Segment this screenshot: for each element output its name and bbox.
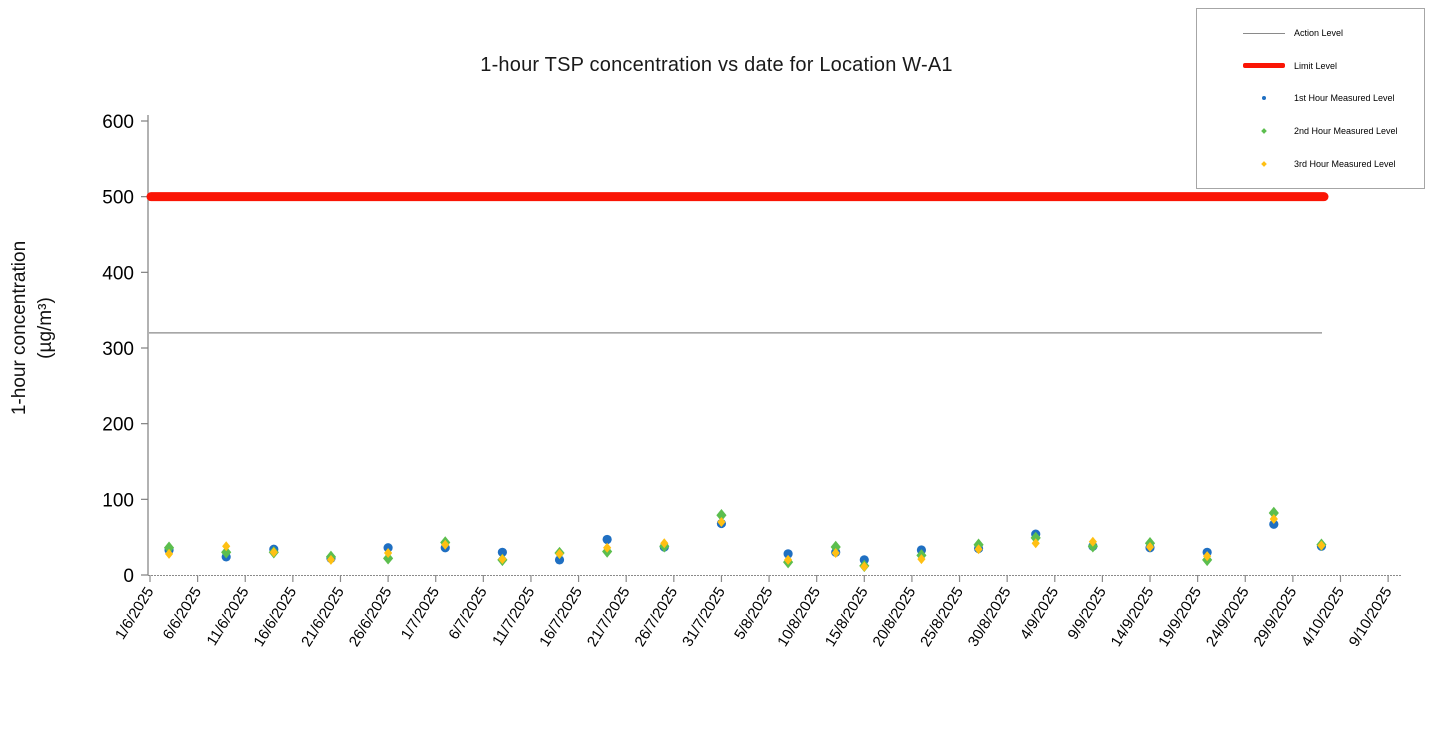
legend-item-label: 1st Hour Measured Level bbox=[1294, 93, 1395, 104]
marker-3rd-hour-measured-level bbox=[660, 538, 669, 549]
marker-1st-hour-measured-level bbox=[1269, 519, 1279, 529]
y-tick-label: 100 bbox=[102, 490, 134, 511]
x-tick-label: 26/6/2025 bbox=[346, 584, 396, 650]
x-tick-label: 10/8/2025 bbox=[774, 584, 824, 650]
y-tick-label: 200 bbox=[102, 415, 134, 436]
action-level-sample-icon bbox=[1243, 32, 1285, 34]
marker-3rd-hour-measured-level bbox=[783, 554, 793, 565]
1st-hour-measured-level-sample-icon bbox=[1243, 96, 1285, 101]
x-tick-label: 11/6/2025 bbox=[203, 584, 252, 649]
x-tick-label: 9/10/2025 bbox=[1346, 584, 1396, 650]
marker-1st-hour-measured-level bbox=[554, 555, 565, 565]
marker-3rd-hour-measured-level bbox=[860, 561, 869, 572]
y-tick-label: 500 bbox=[102, 188, 134, 209]
legend-item-2nd-hour-measured-level: 2nd Hour Measured Level bbox=[1197, 126, 1424, 136]
marker-2nd-hour-measured-level bbox=[163, 541, 175, 554]
x-tick-label: 5/8/2025 bbox=[731, 584, 776, 643]
marker-3rd-hour-measured-level bbox=[1269, 514, 1278, 525]
marker-2nd-hour-measured-level bbox=[1268, 506, 1279, 520]
x-tick-label: 20/8/2025 bbox=[870, 584, 920, 650]
marker-3rd-hour-measured-level bbox=[269, 547, 278, 558]
limit-level-sample-icon bbox=[1243, 63, 1285, 69]
x-tick-label: 21/7/2025 bbox=[584, 584, 634, 650]
marker-3rd-hour-measured-level bbox=[498, 554, 507, 565]
marker-3rd-hour-measured-level bbox=[1145, 542, 1155, 553]
marker-3rd-hour-measured-level bbox=[326, 554, 336, 565]
x-tick-label: 4/10/2025 bbox=[1298, 584, 1348, 650]
marker-2nd-hour-measured-level bbox=[1030, 531, 1041, 545]
marker-3rd-hour-measured-level bbox=[717, 517, 726, 528]
marker-3rd-hour-measured-level bbox=[603, 542, 612, 553]
x-tick-label: 19/9/2025 bbox=[1155, 584, 1205, 650]
marker-3rd-hour-measured-level bbox=[222, 541, 231, 552]
y-tick-label: 400 bbox=[102, 263, 134, 284]
legend-item-label: Action Level bbox=[1294, 28, 1344, 39]
legend-item-3rd-hour-measured-level: 3rd Hour Measured Level bbox=[1197, 159, 1424, 169]
marker-3rd-hour-measured-level bbox=[164, 548, 174, 559]
marker-3rd-hour-measured-level bbox=[1203, 551, 1212, 562]
marker-3rd-hour-measured-level bbox=[383, 548, 393, 559]
x-tick-label: 21/6/2025 bbox=[298, 584, 348, 650]
x-tick-label: 6/6/2025 bbox=[160, 584, 205, 643]
x-tick-label: 30/8/2025 bbox=[965, 584, 1015, 650]
marker-2nd-hour-measured-level bbox=[830, 540, 841, 554]
marker-3rd-hour-measured-level bbox=[917, 554, 926, 565]
marker-3rd-hour-measured-level bbox=[441, 539, 450, 550]
y-tick-label: 300 bbox=[102, 339, 134, 360]
marker-1st-hour-measured-level bbox=[602, 534, 612, 545]
marker-2nd-hour-measured-level bbox=[221, 546, 232, 559]
x-tick-label: 25/8/2025 bbox=[917, 584, 967, 650]
legend: Action Level Limit Level 1st Hour Measured… bbox=[1196, 8, 1425, 189]
legend-item-1st-hour-measured-level: 1st Hour Measured Level bbox=[1197, 93, 1424, 103]
legend-item-label: 3rd Hour Measured Level bbox=[1294, 158, 1396, 169]
marker-3rd-hour-measured-level bbox=[1088, 536, 1097, 547]
marker-3rd-hour-measured-level bbox=[974, 544, 983, 555]
x-tick-label: 9/9/2025 bbox=[1064, 584, 1109, 643]
x-tick-label: 24/9/2025 bbox=[1203, 584, 1253, 650]
x-tick-label: 11/7/2025 bbox=[489, 584, 538, 649]
marker-2nd-hour-measured-level bbox=[383, 552, 394, 565]
x-tick-label: 14/9/2025 bbox=[1108, 584, 1158, 650]
x-tick-label: 1/7/2025 bbox=[398, 584, 443, 643]
marker-3rd-hour-measured-level bbox=[1317, 540, 1326, 551]
marker-1st-hour-measured-level bbox=[383, 543, 393, 553]
legend-item-label: 2nd Hour Measured Level bbox=[1294, 126, 1398, 137]
marker-3rd-hour-measured-level bbox=[831, 548, 840, 559]
marker-1st-hour-measured-level bbox=[497, 547, 507, 557]
marker-1st-hour-measured-level bbox=[783, 549, 793, 559]
x-tick-label: 26/7/2025 bbox=[631, 584, 681, 650]
3rd-hour-measured-level-sample-icon bbox=[1243, 160, 1285, 167]
marker-2nd-hour-measured-level bbox=[716, 509, 727, 522]
x-tick-label: 6/7/2025 bbox=[445, 584, 490, 643]
y-tick-label: 0 bbox=[123, 566, 134, 587]
x-tick-label: 16/7/2025 bbox=[536, 584, 586, 650]
x-tick-label: 1/6/2025 bbox=[112, 584, 157, 643]
legend-item-limit-level: Limit Level bbox=[1197, 61, 1424, 71]
x-tick-label: 31/7/2025 bbox=[679, 584, 729, 650]
x-tick-label: 29/9/2025 bbox=[1250, 584, 1300, 650]
x-tick-label: 16/6/2025 bbox=[250, 584, 300, 650]
legend-item-action-level: Action Level bbox=[1197, 28, 1424, 38]
legend-item-label: Limit Level bbox=[1294, 60, 1338, 71]
marker-3rd-hour-measured-level bbox=[555, 548, 564, 559]
chart-title: 1-hour TSP concentration vs date for Loc… bbox=[480, 54, 953, 76]
y-tick-label: 600 bbox=[102, 112, 134, 133]
marker-3rd-hour-measured-level bbox=[1031, 538, 1040, 549]
x-tick-label: 15/8/2025 bbox=[822, 584, 872, 650]
2nd-hour-measured-level-sample-icon bbox=[1243, 128, 1285, 134]
x-tick-label: 4/9/2025 bbox=[1017, 584, 1062, 643]
